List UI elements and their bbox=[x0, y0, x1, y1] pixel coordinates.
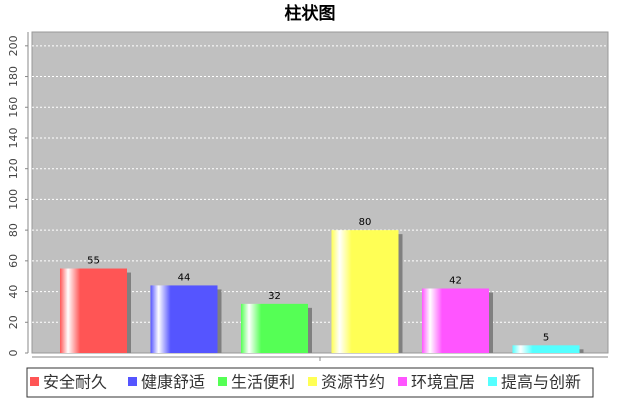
y-tick-label: 140 bbox=[7, 127, 20, 148]
legend-label: 健康舒适 bbox=[141, 373, 205, 392]
bar bbox=[60, 268, 127, 353]
data-label: 32 bbox=[268, 291, 281, 302]
legend-label: 生活便利 bbox=[231, 373, 295, 392]
legend-label: 资源节约 bbox=[321, 373, 385, 392]
y-tick-label: 180 bbox=[7, 66, 20, 87]
legend-swatch bbox=[218, 377, 227, 386]
data-label: 5 bbox=[543, 332, 549, 343]
y-tick-label: 100 bbox=[7, 189, 20, 210]
legend-swatch bbox=[30, 377, 39, 386]
y-tick-label: 80 bbox=[7, 223, 20, 237]
bar bbox=[150, 285, 218, 353]
y-tick-label: 120 bbox=[7, 158, 20, 179]
y-tick-label: 160 bbox=[7, 97, 20, 118]
legend-label: 环境宜居 bbox=[411, 373, 475, 392]
data-label: 42 bbox=[449, 275, 462, 286]
bar bbox=[512, 345, 580, 353]
y-tick-label: 20 bbox=[7, 315, 20, 329]
legend-label: 安全耐久 bbox=[43, 373, 107, 392]
legend-swatch bbox=[398, 377, 407, 386]
y-tick-label: 0 bbox=[7, 350, 20, 357]
y-tick-label: 60 bbox=[7, 254, 20, 268]
bar bbox=[331, 230, 399, 353]
data-label: 80 bbox=[359, 217, 372, 228]
chart-title: 柱状图 bbox=[285, 3, 336, 24]
data-label: 44 bbox=[178, 272, 191, 283]
legend-swatch bbox=[308, 377, 317, 386]
y-tick-label: 200 bbox=[7, 35, 20, 56]
bar bbox=[422, 288, 489, 353]
legend-label: 提高与创新 bbox=[501, 373, 581, 392]
data-label: 55 bbox=[87, 256, 100, 267]
legend-swatch bbox=[488, 377, 497, 386]
y-tick-label: 40 bbox=[7, 285, 20, 299]
legend-swatch bbox=[128, 377, 137, 386]
bar bbox=[241, 303, 308, 353]
